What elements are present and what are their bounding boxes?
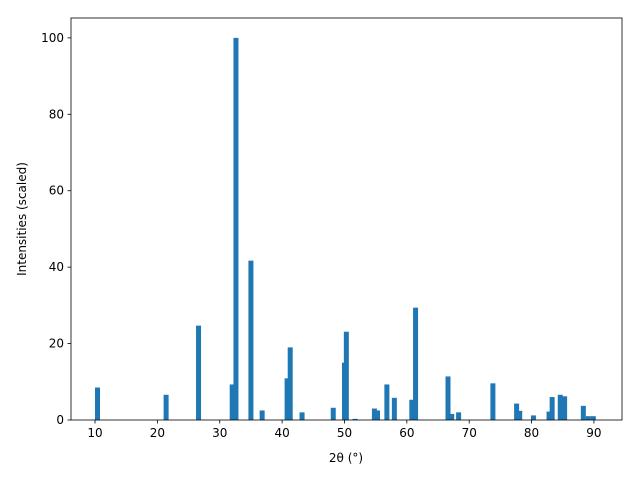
bar xyxy=(229,384,235,420)
x-tick-label: 90 xyxy=(586,426,601,440)
bar xyxy=(196,325,202,420)
bar xyxy=(546,411,552,420)
bar xyxy=(330,407,336,420)
bar xyxy=(514,403,520,420)
x-tick-label: 60 xyxy=(399,426,414,440)
x-tick-label: 20 xyxy=(150,426,165,440)
y-tick-label: 0 xyxy=(56,413,64,427)
x-tick-label: 50 xyxy=(337,426,352,440)
bar xyxy=(375,410,381,420)
bar xyxy=(590,416,596,420)
bar xyxy=(562,396,568,420)
x-tick-label: 10 xyxy=(87,426,102,440)
bar xyxy=(384,384,390,420)
x-tick-label: 30 xyxy=(212,426,227,440)
bar xyxy=(490,383,496,420)
y-tick-label: 40 xyxy=(49,260,64,274)
bar xyxy=(343,331,349,420)
bar xyxy=(259,410,265,420)
axes-frame xyxy=(70,17,623,421)
bar xyxy=(248,260,254,420)
y-tick-label: 80 xyxy=(49,107,64,121)
y-tick-label: 20 xyxy=(49,337,64,351)
bar xyxy=(409,399,415,420)
bar xyxy=(517,410,523,420)
bar xyxy=(371,408,377,420)
x-tick-label: 40 xyxy=(274,426,289,440)
y-axis-label: Intensities (scaled) xyxy=(15,162,29,276)
bar xyxy=(549,397,555,420)
bar xyxy=(449,413,455,420)
bar xyxy=(585,416,591,420)
bar xyxy=(413,307,419,420)
x-tick-label: 80 xyxy=(524,426,539,440)
bar xyxy=(580,405,586,420)
bar xyxy=(233,37,239,420)
bar xyxy=(95,387,101,420)
bar xyxy=(352,418,358,420)
y-tick-label: 100 xyxy=(41,31,64,45)
bar xyxy=(557,394,563,420)
bar xyxy=(530,415,536,420)
bar xyxy=(163,394,169,420)
x-tick-label: 70 xyxy=(462,426,477,440)
y-tick-label: 60 xyxy=(49,184,64,198)
bar xyxy=(287,347,293,420)
bar xyxy=(299,412,305,420)
bar xyxy=(391,397,397,420)
bar xyxy=(284,378,290,420)
bar xyxy=(445,376,451,420)
bar xyxy=(456,412,462,420)
x-axis-label: 2θ (°) xyxy=(329,451,363,465)
